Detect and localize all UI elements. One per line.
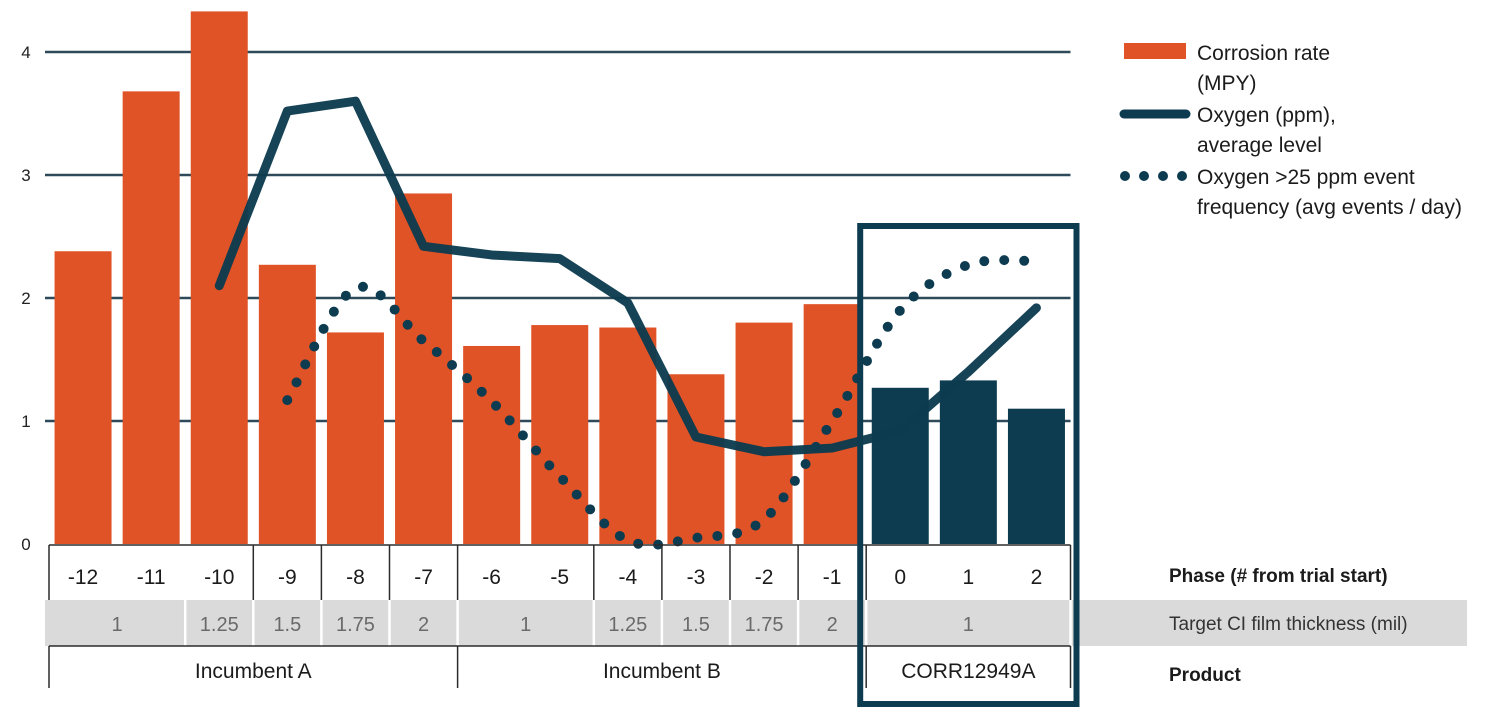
bar: [531, 325, 589, 544]
oxygen-event-dotted-line: [282, 255, 1042, 550]
y-tick-label: 0: [21, 535, 30, 554]
legend-swatch-dot: [1120, 171, 1130, 181]
bar: [599, 327, 657, 544]
bar: [803, 304, 861, 544]
bar: [939, 380, 997, 544]
legend-swatch-dot: [1158, 171, 1168, 181]
ci-label: 1.25: [200, 614, 239, 636]
line-series: [214, 96, 1042, 550]
phase-label: -2: [755, 566, 774, 589]
product-label: Incumbent A: [195, 660, 312, 683]
phase-label: -6: [482, 566, 501, 589]
legend-label: Oxygen (ppm),: [1197, 104, 1336, 127]
ci-label: 1.5: [682, 614, 710, 636]
bar: [1007, 408, 1065, 544]
legend-swatch-dot: [1177, 171, 1187, 181]
bar: [735, 322, 793, 544]
legend-label: (MPY): [1197, 72, 1257, 95]
ci-label: 1.25: [608, 614, 647, 636]
phase-label: -5: [550, 566, 569, 589]
bar: [54, 251, 112, 544]
legend-swatch-dot: [1139, 171, 1149, 181]
ci-label: 1.5: [273, 614, 301, 636]
legend-swatch-bar: [1124, 43, 1186, 59]
legend-label: average level: [1197, 134, 1322, 157]
bar: [122, 91, 180, 545]
phase-label: 2: [1031, 566, 1043, 589]
legend-label: Oxygen >25 ppm event: [1197, 166, 1415, 189]
row-titles: Phase (# from trial start) Target CI fil…: [1169, 566, 1408, 686]
phase-label: -8: [346, 566, 365, 589]
ci-label: 1: [520, 614, 531, 636]
phase-label: -4: [619, 566, 638, 589]
y-tick-label: 3: [21, 166, 30, 185]
y-tick-label: 4: [21, 43, 30, 62]
phase-label: 1: [963, 566, 975, 589]
phase-label: -9: [278, 566, 297, 589]
phase-label: -12: [68, 566, 98, 589]
legend-label: frequency (avg events / day): [1197, 196, 1462, 219]
highlight-box: [857, 223, 1080, 707]
phase-label: -1: [823, 566, 842, 589]
phase-label: -11: [137, 566, 166, 589]
ci-label: 2: [418, 614, 429, 636]
legend-label: Corrosion rate: [1197, 42, 1330, 65]
product-label: Incumbent B: [603, 660, 721, 683]
phase-row-title: Phase (# from trial start): [1169, 566, 1388, 587]
bar-series: [54, 11, 1065, 545]
oxygen-average-line: [214, 96, 1041, 457]
product-row-title: Product: [1169, 665, 1241, 686]
data-table: -12 -11 -10 -9 -8 -7 -6 -5 -4 -3 -2 -1 0 1 21 1.25 1.5 1.…: [48, 544, 1072, 688]
ci-row-title: Target CI film thickness (mil): [1169, 614, 1408, 635]
phase-label: 0: [894, 566, 906, 589]
y-tick-label: 2: [21, 289, 30, 308]
ci-label: 1.75: [336, 614, 375, 636]
legend: Corrosion rate (MPY) Oxygen (ppm), average …: [1119, 42, 1462, 219]
ci-band: [45, 600, 1467, 646]
y-tick-label: 1: [21, 412, 30, 431]
bar: [326, 332, 384, 544]
phase-label: -10: [204, 566, 234, 589]
phase-label: -3: [687, 566, 706, 589]
ci-label: 1.75: [745, 614, 784, 636]
ci-label: 1: [963, 614, 974, 636]
phase-label: -7: [414, 566, 433, 589]
ci-label: 2: [827, 614, 838, 636]
y-axis: 0 1 2 3 4: [21, 43, 30, 554]
bar: [463, 345, 521, 544]
product-label: CORR12949A: [901, 660, 1035, 683]
ci-label: 1: [112, 614, 123, 636]
